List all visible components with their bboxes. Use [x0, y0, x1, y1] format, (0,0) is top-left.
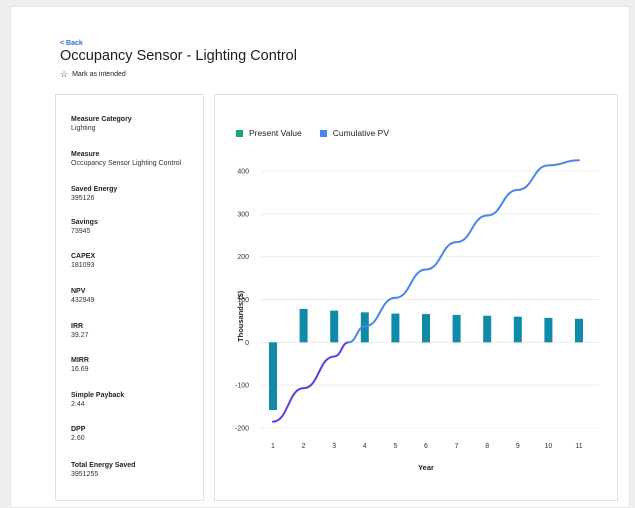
metric-value: 39.27	[71, 332, 89, 339]
y-tick-label: 300	[237, 211, 249, 218]
page-container: < Back Occupancy Sensor - Lighting Contr…	[10, 6, 630, 508]
page-title: Occupancy Sensor - Lighting Control	[60, 48, 297, 64]
metric-label: DPP	[71, 426, 86, 433]
legend-swatch	[236, 129, 243, 137]
x-tick-label: 3	[332, 443, 336, 450]
metric-irr: IRR 39.27	[71, 323, 89, 339]
metric-label: NPV	[71, 288, 86, 295]
x-tick-label: 5	[393, 443, 397, 450]
x-tick-label: 7	[455, 443, 459, 450]
metric-measure: Measure Occupancy Sensor Lighting Contro…	[71, 151, 181, 167]
mark-as-intended-label: Mark as intended	[72, 71, 126, 78]
metric-dpp: DPP 2.60	[71, 426, 85, 442]
x-tick-label: 1	[271, 443, 275, 450]
bar-present-value	[422, 314, 430, 343]
bar-present-value	[299, 308, 308, 343]
bar-present-value	[269, 342, 277, 411]
bar-present-value	[544, 317, 553, 343]
legend-swatch	[319, 129, 327, 137]
metric-capex: CAPEX 181093	[71, 253, 95, 269]
metric-value: Lighting	[71, 125, 96, 132]
metric-total-energy-saved: Total Energy Saved 3951255	[71, 462, 135, 478]
metric-saved-energy: Saved Energy 395126	[71, 186, 117, 202]
metric-value: 3951255	[71, 471, 99, 478]
y-tick-label: -200	[235, 426, 249, 433]
bar-present-value	[483, 315, 492, 343]
x-tick-label: 10	[545, 443, 553, 450]
metric-value: 181093	[71, 262, 95, 269]
metric-label: Measure Category	[71, 116, 132, 123]
chart-legend: Present Value Cumulative PV	[236, 128, 389, 138]
y-tick-label: 0	[245, 340, 249, 347]
bar-present-value	[391, 313, 400, 343]
metric-label: MIRR	[71, 357, 89, 364]
metric-label: IRR	[71, 323, 84, 330]
bar-present-value	[575, 318, 583, 343]
x-tick-label: 8	[485, 443, 489, 450]
legend-item-cumulative-pv[interactable]: Cumulative PV	[319, 128, 389, 138]
y-axis-title: Thousands ($)	[236, 290, 245, 342]
x-tick-label: 11	[575, 443, 582, 450]
y-tick-label: 100	[237, 297, 249, 304]
legend-label: Present Value	[249, 128, 302, 138]
metric-value: 16.69	[71, 366, 89, 373]
metric-label: Savings	[71, 219, 98, 226]
metric-label: Total Energy Saved	[71, 462, 136, 469]
x-axis-title: Year	[418, 463, 434, 472]
metric-label: Measure	[71, 151, 100, 158]
metric-value: 395126	[71, 195, 95, 202]
x-tick-label: 9	[516, 443, 520, 450]
metric-value: 432949	[71, 297, 95, 304]
metric-mirr: MIRR 16.69	[71, 357, 89, 373]
x-tick-label: 4	[363, 443, 367, 450]
legend-item-present-value[interactable]: Present Value	[236, 128, 302, 138]
metric-value: 73945	[71, 228, 91, 235]
metric-measure-category: Measure Category Lighting	[71, 116, 132, 132]
cash-flow-chart: -200 -100 0 100 200 300 400 1 2 3 4 5 6 7 8 9 10 11 Year Th…	[235, 159, 599, 472]
metric-label: Saved Energy	[71, 186, 118, 193]
y-tick-label: 200	[237, 254, 249, 261]
y-tick-label: 400	[237, 169, 249, 176]
x-tick-label: 2	[302, 443, 306, 450]
cumulative-pv-line	[347, 159, 580, 344]
star-outline-icon: ☆	[60, 69, 69, 79]
bar-present-value	[330, 310, 339, 343]
back-link[interactable]: < Back	[60, 40, 83, 47]
metric-label: CAPEX	[71, 253, 96, 260]
metric-value: 2.44	[71, 401, 85, 408]
metric-label: Simple Payback	[71, 392, 125, 399]
metric-npv: NPV 432949	[71, 288, 94, 304]
metric-value: Occupancy Sensor Lighting Control	[71, 160, 182, 167]
mark-as-intended-button[interactable]: ☆ Mark as intended	[60, 70, 126, 79]
metric-savings: Savings 73945	[71, 219, 98, 235]
bar-present-value	[513, 316, 522, 343]
metric-value: 2.60	[71, 435, 85, 442]
legend-label: Cumulative PV	[332, 128, 389, 138]
y-tick-label: -100	[235, 383, 249, 390]
cash-flow-chart-card: Present Value Cumulative PV -200 -100 0 100…	[214, 94, 618, 501]
x-tick-label: 6	[424, 443, 428, 450]
metric-simple-payback: Simple Payback 2.44	[71, 392, 124, 408]
bar-present-value	[452, 314, 461, 343]
cumulative-pv-line-negative	[272, 341, 350, 423]
measure-details-card: Measure Category Lighting Measure Occupa…	[55, 94, 204, 501]
